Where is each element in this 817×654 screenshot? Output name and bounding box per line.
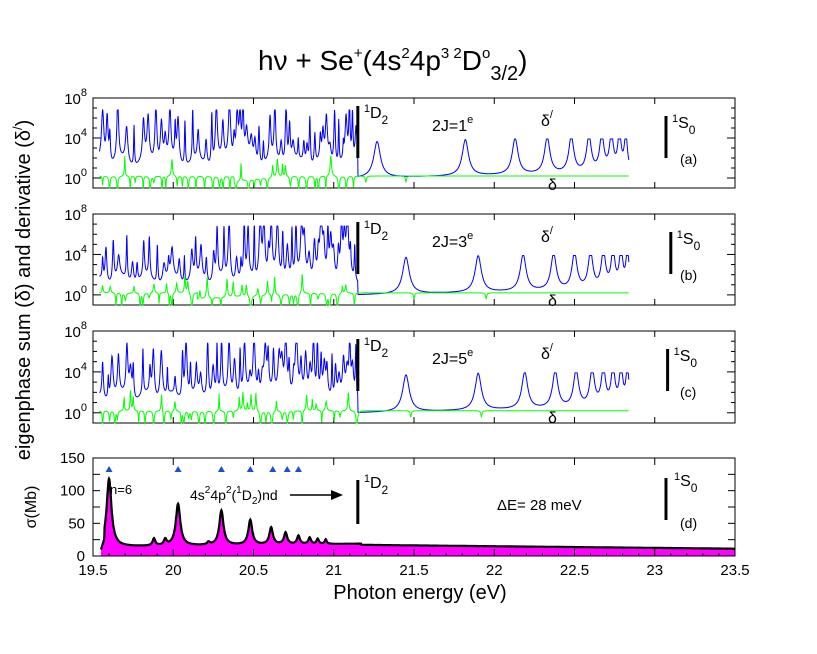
arrow-head <box>331 490 343 500</box>
resonance-marker <box>174 466 182 472</box>
plot-frame <box>92 97 736 189</box>
resonance-marker <box>246 466 254 472</box>
y-tick-label: 100 <box>64 167 87 188</box>
threshold-S0-label: 1S0 <box>674 346 698 370</box>
y-axis-label: σ(Mb) <box>23 486 40 529</box>
resonance-marker <box>217 466 225 472</box>
x-tick-label: 19.5 <box>78 562 107 579</box>
eigenphase-series-line <box>99 390 629 425</box>
panel-letter: (c) <box>680 384 696 400</box>
symmetry-label: 2J=5e <box>432 347 473 368</box>
cross-section-line <box>99 475 735 550</box>
resonance-marker <box>269 466 277 472</box>
y-tick-label: 100 <box>60 483 85 500</box>
delta-prime-label: δ/ <box>541 342 554 363</box>
symmetry-label: 2J=1e <box>432 114 473 135</box>
threshold-D2-label: 1D2 <box>364 219 389 243</box>
delta-label: δ <box>548 410 557 427</box>
y-tick-label: 100 <box>64 402 87 423</box>
n6-label: n=6 <box>110 482 132 497</box>
panel-b: 100 104 108 1D2 1S0 2J=3e δ/δ (b) <box>64 203 736 310</box>
y-tick-label: 108 <box>64 203 87 224</box>
panel-letter: (d) <box>680 515 697 531</box>
resonance-marker <box>283 466 291 472</box>
x-tick-label: 22 <box>486 562 503 579</box>
x-tick-label: 22.5 <box>560 562 589 579</box>
symmetry-label: 2J=3e <box>432 230 473 251</box>
eigenphase-series-line <box>99 155 629 190</box>
delta-prime-label: δ/ <box>541 109 554 130</box>
delta-label: δ <box>548 177 557 194</box>
panel-c: 100 104 108 1D2 1S0 2J=5e δ/δ (c) <box>64 320 736 427</box>
y-tick-label: 100 <box>64 284 87 305</box>
derivative-series-line <box>98 109 630 178</box>
panel-letter: (a) <box>680 151 697 167</box>
y-tick-label: 104 <box>64 243 87 264</box>
eigenphase-series-line <box>99 274 629 306</box>
resonance-marker <box>294 466 302 472</box>
derivative-series-line <box>99 342 630 413</box>
delta-label: δ <box>548 293 557 310</box>
x-tick-label: 23.5 <box>720 562 749 579</box>
threshold-S0-label: 1S0 <box>674 471 698 495</box>
x-axis-label: Photon energy (eV) <box>333 582 506 604</box>
x-tick-label: 23 <box>646 562 663 579</box>
shared-y-axis-label: eigenphase sum (δ) and derivative (δ/) <box>10 120 35 461</box>
threshold-S0-label: 1S0 <box>677 229 701 253</box>
panel-d: 0 50 100 150 19.5 20 20.5 21 21.5 22 22.5 23 23.5 σ(M… <box>23 450 750 579</box>
rydberg-series-label: 4s24p2(1D2)nd <box>190 485 278 507</box>
figure-title: hν + Se+(4s24p3 2Do3/2) <box>258 45 527 85</box>
derivative-series-line <box>99 225 630 295</box>
delta-prime-label: δ/ <box>541 225 554 246</box>
threshold-D2-label: 1D2 <box>364 473 389 497</box>
plot-frame <box>92 457 736 557</box>
resonance-marker <box>105 466 113 472</box>
threshold-S0-label: 1S0 <box>672 113 696 137</box>
y-tick-label: 0 <box>77 548 85 565</box>
x-tick-label: 20.5 <box>239 562 268 579</box>
y-tick-label: 108 <box>64 87 87 108</box>
y-tick-label: 150 <box>60 450 85 467</box>
y-tick-label: 108 <box>64 320 87 341</box>
y-tick-label: 104 <box>64 361 87 382</box>
threshold-D2-label: 1D2 <box>364 336 389 360</box>
y-tick-label: 104 <box>64 127 87 148</box>
x-tick-label: 21.5 <box>399 562 428 579</box>
panel-a: 100 104 108 1D2 1S0 2J=1e δ/δ (a) <box>64 87 736 194</box>
panel-letter: (b) <box>680 267 697 283</box>
threshold-D2-label: 1D2 <box>364 103 389 127</box>
y-tick-label: 50 <box>68 515 85 532</box>
x-tick-label: 21 <box>325 562 342 579</box>
delta-E-label: ΔE= 28 meV <box>497 497 582 514</box>
x-tick-label: 20 <box>165 562 182 579</box>
